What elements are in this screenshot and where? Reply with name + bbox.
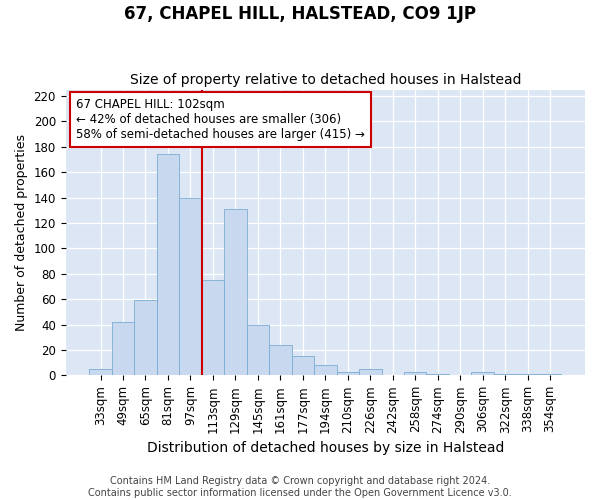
Bar xyxy=(539,374,562,376)
Bar xyxy=(134,300,157,376)
Bar xyxy=(427,374,449,376)
Bar xyxy=(224,209,247,376)
Bar xyxy=(404,372,427,376)
X-axis label: Distribution of detached houses by size in Halstead: Distribution of detached houses by size … xyxy=(146,441,504,455)
Bar xyxy=(472,372,494,376)
Bar xyxy=(517,374,539,376)
Y-axis label: Number of detached properties: Number of detached properties xyxy=(15,134,28,331)
Bar xyxy=(314,365,337,376)
Bar xyxy=(494,374,517,376)
Bar xyxy=(337,372,359,376)
Bar xyxy=(202,280,224,376)
Bar xyxy=(269,345,292,376)
Text: Contains HM Land Registry data © Crown copyright and database right 2024.
Contai: Contains HM Land Registry data © Crown c… xyxy=(88,476,512,498)
Bar xyxy=(112,322,134,376)
Bar xyxy=(247,324,269,376)
Bar xyxy=(157,154,179,376)
Bar xyxy=(89,369,112,376)
Text: 67 CHAPEL HILL: 102sqm
← 42% of detached houses are smaller (306)
58% of semi-de: 67 CHAPEL HILL: 102sqm ← 42% of detached… xyxy=(76,98,365,141)
Title: Size of property relative to detached houses in Halstead: Size of property relative to detached ho… xyxy=(130,73,521,87)
Bar xyxy=(292,356,314,376)
Text: 67, CHAPEL HILL, HALSTEAD, CO9 1JP: 67, CHAPEL HILL, HALSTEAD, CO9 1JP xyxy=(124,5,476,23)
Bar xyxy=(359,369,382,376)
Bar xyxy=(179,198,202,376)
